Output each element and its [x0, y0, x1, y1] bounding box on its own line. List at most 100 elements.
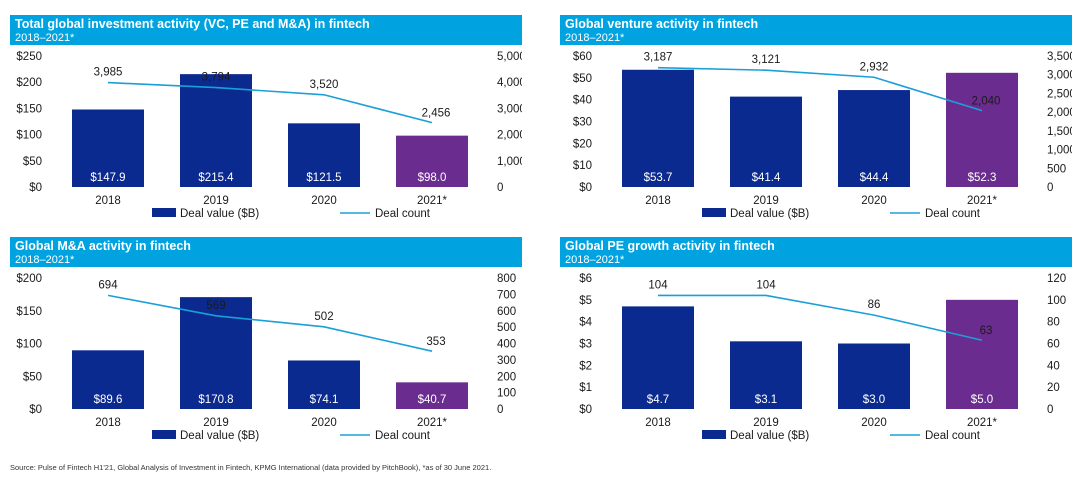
y2-tick-label: 2,000	[1047, 107, 1072, 119]
x-tick-label: 2019	[203, 417, 229, 429]
y2-tick-label: 1,000	[497, 156, 522, 168]
panel-header: Total global investment activity (VC, PE…	[10, 15, 522, 45]
bar	[72, 109, 144, 187]
y2-tick-label: 20	[1047, 382, 1060, 394]
y2-tick-label: 0	[497, 404, 503, 416]
bar	[288, 123, 360, 187]
x-tick-label: 2021*	[417, 417, 448, 429]
y2-tick-label: 600	[497, 306, 516, 318]
bar-value-label: $121.5	[306, 172, 341, 184]
chart-subtitle: 2018–2021*	[565, 32, 625, 44]
bar	[288, 360, 360, 409]
x-tick-label: 2021*	[967, 417, 998, 429]
bar-value-label: $74.1	[310, 394, 339, 406]
bar	[730, 341, 802, 409]
deal-count-label: 86	[868, 299, 881, 311]
y-tick-label: $200	[16, 77, 42, 89]
bar-value-label: $52.3	[968, 172, 997, 184]
bar	[72, 350, 144, 409]
y2-tick-label: 40	[1047, 360, 1060, 372]
y2-tick-label: 3,500	[1047, 51, 1072, 63]
chart-panel-total-investment: Total global investment activity (VC, PE…	[10, 15, 522, 235]
bar	[946, 72, 1018, 187]
chart-svg: $0 $10 $20 $30 $40 $50 $60 0 500 1,000 1,500 2,000 2…	[573, 51, 1072, 220]
y-tick-label: $50	[23, 371, 42, 383]
y2-tick-label: 1,500	[1047, 126, 1072, 138]
bar	[622, 69, 694, 187]
y2-tick-label: 5,000	[497, 51, 522, 63]
chart-panel-venture: Global venture activity in fintech 2018–…	[560, 15, 1072, 235]
y-tick-label: $100	[16, 339, 42, 351]
chart-subtitle: 2018–2021*	[15, 32, 75, 44]
legend-label-deal-count: Deal count	[925, 430, 981, 442]
source-note: Source: Pulse of Fintech H1'21, Global A…	[10, 463, 492, 472]
bar-value-label: $170.8	[198, 394, 233, 406]
y2-tick-label: 1,000	[1047, 145, 1072, 157]
chart-svg: $0 $1 $2 $3 $4 $5 $6 0 20 40 60 80 100 120 $4.7 2018 $3.…	[579, 273, 1066, 442]
bar-value-label: $5.0	[971, 394, 993, 406]
bar-value-label: $3.0	[863, 394, 885, 406]
chart-title: Global venture activity in fintech	[565, 17, 759, 31]
chart-title: Global PE growth activity in fintech	[565, 239, 775, 253]
panel-header: Global venture activity in fintech 2018–…	[560, 15, 1072, 45]
deal-count-label: 104	[756, 279, 776, 291]
chart-svg: $0 $50 $100 $150 $200 0 100 200 300 400 500 600 700 8…	[16, 273, 516, 442]
legend-swatch-deal-value	[702, 208, 726, 217]
y-tick-label: $3	[579, 339, 592, 351]
bar-value-label: $89.6	[94, 394, 123, 406]
y2-tick-label: 80	[1047, 317, 1060, 329]
deal-count-label: 694	[98, 279, 118, 291]
y-tick-label: $6	[579, 273, 592, 285]
y2-tick-label: 3,000	[497, 103, 522, 115]
deal-count-label: 3,520	[310, 79, 339, 91]
y-tick-label: $30	[573, 117, 592, 129]
chart-panel-ma: Global M&A activity in fintech 2018–2021…	[10, 237, 522, 457]
bar	[622, 306, 694, 409]
deal-count-label: 2,932	[860, 61, 889, 73]
y2-tick-label: 3,000	[1047, 70, 1072, 82]
x-tick-label: 2020	[861, 195, 887, 207]
y2-tick-label: 500	[497, 322, 516, 334]
y-tick-label: $40	[573, 95, 592, 107]
deal-count-label: 3,985	[94, 67, 123, 79]
x-tick-label: 2021*	[417, 195, 448, 207]
y-tick-label: $60	[573, 51, 592, 63]
y2-tick-label: 300	[497, 355, 516, 367]
bar	[946, 299, 1018, 409]
legend-swatch-deal-value	[702, 430, 726, 439]
bar	[838, 343, 910, 409]
chart-title: Total global investment activity (VC, PE…	[15, 17, 370, 31]
deal-count-label: 3,121	[752, 54, 781, 66]
legend-swatch-deal-value	[152, 430, 176, 439]
bar	[396, 382, 468, 409]
deal-count-label: 104	[648, 279, 668, 291]
deal-count-line	[658, 294, 983, 342]
deal-count-line	[107, 81, 433, 124]
x-tick-label: 2019	[203, 195, 229, 207]
y2-tick-label: 700	[497, 289, 516, 301]
bar-value-label: $4.7	[647, 394, 669, 406]
bar	[396, 135, 468, 187]
bar-value-label: $147.9	[90, 172, 125, 184]
y-tick-label: $150	[16, 103, 42, 115]
bar-value-label: $41.4	[752, 172, 781, 184]
y-tick-label: $150	[16, 306, 42, 318]
deal-count-label: 353	[426, 336, 445, 348]
legend-label-deal-value: Deal value ($B)	[730, 430, 809, 442]
x-tick-label: 2018	[95, 195, 121, 207]
legend-label-deal-value: Deal value ($B)	[180, 208, 259, 220]
bar-value-label: $44.4	[860, 172, 889, 184]
y2-tick-label: 2,000	[497, 130, 522, 142]
bar	[180, 74, 252, 187]
deal-count-label: 2,040	[972, 96, 1001, 108]
y2-tick-label: 100	[497, 388, 516, 400]
bar	[180, 297, 252, 409]
x-tick-label: 2021*	[967, 195, 998, 207]
y2-tick-label: 100	[1047, 295, 1066, 307]
y-tick-label: $4	[579, 317, 592, 329]
y-tick-label: $0	[579, 182, 592, 194]
y-tick-label: $0	[29, 404, 42, 416]
y2-tick-label: 0	[497, 182, 503, 194]
chart-title: Global M&A activity in fintech	[15, 239, 191, 253]
y2-tick-label: 500	[1047, 163, 1066, 175]
